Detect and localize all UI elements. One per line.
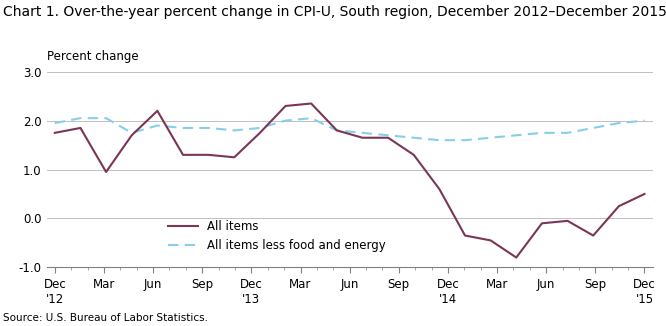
All items bbox=[410, 153, 418, 157]
All items bbox=[230, 156, 238, 159]
Text: Percent change: Percent change bbox=[47, 50, 139, 63]
All items bbox=[282, 104, 290, 108]
Text: Source: U.S. Bureau of Labor Statistics.: Source: U.S. Bureau of Labor Statistics. bbox=[3, 313, 208, 323]
All items less food and energy bbox=[461, 138, 469, 142]
All items less food and energy bbox=[179, 126, 187, 130]
All items less food and energy bbox=[128, 131, 136, 135]
All items bbox=[615, 204, 623, 208]
All items less food and energy bbox=[307, 116, 315, 120]
All items less food and energy bbox=[282, 119, 290, 123]
Line: All items less food and energy: All items less food and energy bbox=[55, 118, 645, 140]
All items less food and energy bbox=[102, 116, 110, 120]
All items less food and energy bbox=[589, 126, 597, 130]
All items bbox=[153, 109, 161, 113]
All items less food and energy bbox=[333, 128, 341, 132]
All items bbox=[179, 153, 187, 157]
All items less food and energy bbox=[641, 119, 649, 123]
Line: All items: All items bbox=[55, 104, 645, 258]
All items less food and energy bbox=[204, 126, 212, 130]
All items less food and energy bbox=[615, 121, 623, 125]
All items less food and energy bbox=[153, 124, 161, 127]
All items bbox=[538, 221, 546, 225]
All items bbox=[436, 187, 444, 191]
All items bbox=[384, 136, 392, 140]
All items less food and energy bbox=[563, 131, 571, 135]
All items bbox=[641, 192, 649, 196]
All items bbox=[333, 128, 341, 132]
All items bbox=[512, 256, 520, 259]
All items bbox=[77, 126, 85, 130]
All items bbox=[487, 239, 495, 243]
All items bbox=[256, 131, 264, 135]
All items bbox=[307, 102, 315, 106]
All items bbox=[51, 131, 59, 135]
All items less food and energy bbox=[436, 138, 444, 142]
All items less food and energy bbox=[487, 136, 495, 140]
All items less food and energy bbox=[358, 131, 366, 135]
All items less food and energy bbox=[538, 131, 546, 135]
All items bbox=[358, 136, 366, 140]
All items less food and energy bbox=[230, 128, 238, 132]
All items bbox=[461, 234, 469, 238]
Legend: All items, All items less food and energy: All items, All items less food and energ… bbox=[168, 220, 386, 252]
All items less food and energy bbox=[410, 136, 418, 140]
All items less food and energy bbox=[512, 133, 520, 137]
Text: Chart 1. Over-the-year percent change in CPI-U, South region, December 2012–Dece: Chart 1. Over-the-year percent change in… bbox=[3, 5, 666, 19]
All items bbox=[563, 219, 571, 223]
All items less food and energy bbox=[77, 116, 85, 120]
All items bbox=[128, 133, 136, 137]
All items less food and energy bbox=[51, 121, 59, 125]
All items bbox=[589, 234, 597, 238]
All items bbox=[102, 170, 110, 174]
All items less food and energy bbox=[384, 133, 392, 137]
All items bbox=[204, 153, 212, 157]
All items less food and energy bbox=[256, 126, 264, 130]
